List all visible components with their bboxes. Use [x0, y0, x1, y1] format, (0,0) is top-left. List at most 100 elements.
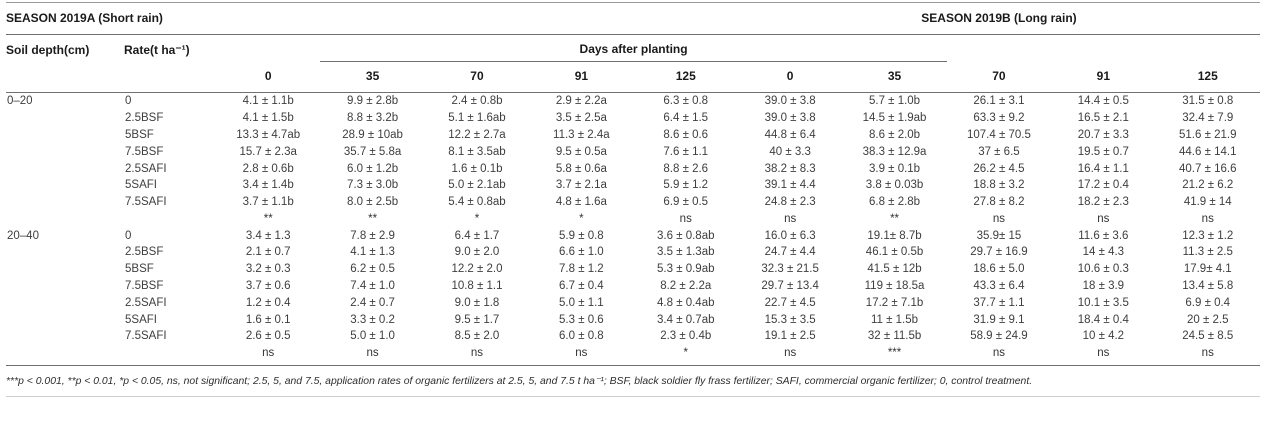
soil-depth-cell: 0–20 [7, 95, 33, 108]
value-cell: 31.5 ± 0.8 [1182, 95, 1234, 108]
value-cell: 119 ± 18.5a [864, 279, 925, 292]
value-cell: 27.8 ± 8.2 [973, 196, 1025, 209]
significance-row: ns ns ns ns * ns *** ns ns ns [6, 344, 1260, 367]
value-cell: 6.2 ± 0.5 [350, 263, 395, 276]
value-cell: 3.3 ± 0.2 [350, 313, 395, 326]
value-cell: 9.5 ± 1.7 [454, 313, 500, 326]
rate-cell: 7.5BSF [125, 279, 164, 292]
significance-cell: ** [263, 212, 273, 225]
table-row: 7.5BSF 3.7 ± 0.6 7.4 ± 1.0 10.8 ± 1.1 6.7 ± … [6, 278, 1260, 295]
value-cell: 2.9 ± 2.2a [555, 95, 607, 108]
soil-depth-cell [6, 344, 124, 367]
significance-cell: ns [320, 344, 425, 367]
value-cell: 6.0 ± 1.2b [347, 162, 399, 175]
significance-cell: ns [424, 344, 530, 367]
soil-depth-cell [6, 311, 124, 328]
value-cell: 7.4 ± 1.0 [350, 279, 395, 292]
spacer-cell [216, 35, 320, 62]
value-cell: 8.6 ± 0.6 [663, 128, 709, 141]
value-cell: 10 ± 4.2 [1082, 330, 1125, 343]
value-cell: 41.9 ± 14 [1183, 196, 1232, 209]
value-cell: 44.8 ± 6.4 [764, 128, 816, 141]
value-cell: 10.8 ± 1.1 [451, 279, 503, 292]
soil-depth-cell [6, 278, 124, 295]
value-cell: 18.8 ± 3.2 [973, 179, 1025, 192]
value-cell: 40.7 ± 16.6 [1179, 162, 1237, 175]
value-cell: 7.8 ± 2.9 [350, 229, 395, 242]
value-cell: 5.0 ± 2.1ab [448, 179, 506, 192]
day-column-header: 70 [424, 61, 530, 93]
rate-cell: 7.5SAFI [125, 196, 167, 209]
value-cell: 13.4 ± 5.8 [1182, 279, 1234, 292]
results-table: SEASON 2019A (Short rain) SEASON 2019B (… [6, 2, 1260, 367]
value-cell: 19.1± 8.7b [867, 229, 922, 242]
significance-cell: ns [679, 212, 692, 225]
value-cell: 58.9 ± 24.9 [970, 330, 1028, 343]
value-cell: 2.1 ± 0.7 [245, 246, 291, 259]
value-cell: 16.0 ± 6.3 [764, 229, 816, 242]
value-cell: 20 ± 2.5 [1187, 313, 1229, 326]
value-cell: 6.6 ± 1.0 [559, 246, 604, 259]
value-cell: 8.8 ± 3.2b [347, 112, 399, 125]
value-cell: 12.2 ± 2.7a [448, 128, 506, 141]
value-cell: 2.6 ± 0.5 [245, 330, 291, 343]
value-cell: 4.1 ± 1.5b [242, 112, 294, 125]
table-row: 7.5SAFI 2.6 ± 0.5 5.0 ± 1.0 8.5 ± 2.0 6.0 ± … [6, 328, 1260, 345]
value-cell: 29.7 ± 16.9 [970, 246, 1028, 259]
value-cell: 5.1 ± 1.6ab [448, 112, 506, 125]
value-cell: 1.6 ± 0.1 [245, 313, 291, 326]
rate-cell: 7.5SAFI [125, 330, 167, 343]
value-cell: 32.4 ± 7.9 [1182, 112, 1234, 125]
value-cell: 12.2 ± 2.0 [451, 263, 503, 276]
soil-depth-cell [6, 110, 124, 127]
value-cell: 5.7 ± 1.0b [869, 95, 921, 108]
value-cell: 4.8 ± 0.4ab [657, 296, 715, 309]
table-row: 2.5BSF 2.1 ± 0.7 4.1 ± 1.3 9.0 ± 2.0 6.6 ± 1… [6, 244, 1260, 261]
value-cell: 6.9 ± 0.5 [663, 196, 709, 209]
value-cell: 6.7 ± 0.4 [559, 279, 604, 292]
value-cell: 1.2 ± 0.4 [245, 296, 291, 309]
value-cell: 2.8 ± 0.6b [242, 162, 294, 175]
value-cell: 16.4 ± 1.1 [1077, 162, 1129, 175]
value-cell: 8.8 ± 2.6 [663, 162, 709, 175]
value-cell: 6.4 ± 1.7 [454, 229, 500, 242]
value-cell: 17.2 ± 0.4 [1077, 179, 1129, 192]
value-cell: 10.6 ± 0.3 [1077, 263, 1129, 276]
table-row: 5BSF 13.3 ± 4.7ab 28.9 ± 10ab 12.2 ± 2.7a 11… [6, 127, 1260, 144]
day-columns-row: 0 35 70 91 125 0 35 70 91 125 [6, 61, 1260, 93]
value-cell: 5.0 ± 1.1 [559, 296, 604, 309]
value-cell: 40 ± 3.3 [769, 145, 811, 158]
value-cell: 18.4 ± 0.4 [1077, 313, 1129, 326]
soil-depth-cell [6, 328, 124, 345]
value-cell: 3.7 ± 1.1b [242, 196, 294, 209]
table-row: 5BSF 3.2 ± 0.3 6.2 ± 0.5 12.2 ± 2.0 7.8 ± 1.… [6, 261, 1260, 278]
value-cell: 7.6 ± 1.1 [663, 145, 709, 158]
value-cell: 8.2 ± 2.2a [660, 279, 712, 292]
rate-cell: 5SAFI [125, 179, 157, 192]
days-after-planting-header: Days after planting [320, 34, 947, 62]
significance-cell: ns [946, 344, 1052, 367]
significance-cell: ns [784, 212, 797, 225]
soil-depth-cell [6, 143, 124, 160]
day-column-header: 70 [946, 61, 1052, 93]
rate-cell: 7.5BSF [125, 145, 164, 158]
value-cell: 20.7 ± 3.3 [1077, 128, 1129, 141]
value-cell: 29.7 ± 13.4 [761, 279, 819, 292]
value-cell: 8.6 ± 2.0b [869, 128, 921, 141]
table-row: 5SAFI 3.4 ± 1.4b 7.3 ± 3.0b 5.0 ± 2.1ab 3.7 … [6, 177, 1260, 194]
value-cell: 39.1 ± 4.4 [764, 179, 816, 192]
rate-cell [124, 210, 216, 227]
soil-depth-cell [6, 177, 124, 194]
table-row: 20–40 0 3.4 ± 1.3 7.8 ± 2.9 6.4 ± 1.7 5.9 ± 0… [6, 227, 1260, 244]
value-cell: 39.0 ± 3.8 [764, 95, 816, 108]
day-column-header: 0 [737, 61, 843, 93]
significance-cell: ** [890, 212, 900, 225]
rate-cell: 2.5BSF [125, 246, 164, 259]
day-column-header: 125 [633, 61, 738, 93]
value-cell: 32 ± 11.5b [867, 330, 922, 343]
value-cell: 1.6 ± 0.1b [451, 162, 503, 175]
value-cell: 38.3 ± 12.9a [862, 145, 927, 158]
soil-depth-cell: 20–40 [7, 229, 39, 242]
value-cell: 2.3 ± 0.4b [660, 330, 712, 343]
